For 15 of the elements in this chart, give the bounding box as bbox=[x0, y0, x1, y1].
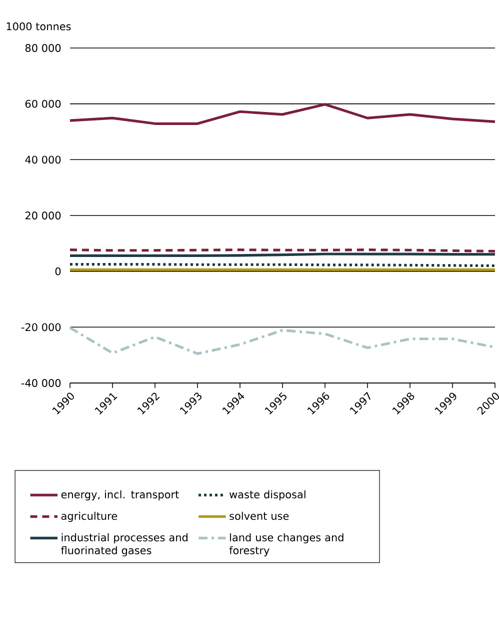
line-series bbox=[68, 103, 496, 125]
y-tick-label: -40 000 bbox=[21, 379, 61, 387]
y-tick-label: -20 000 bbox=[21, 323, 61, 332]
legend-label: waste disposal bbox=[230, 490, 306, 500]
y-tick-label: 40 000 bbox=[25, 156, 61, 164]
y-tick-label: 80 000 bbox=[25, 44, 61, 52]
legend-label: industrial processes and fluorinated gases bbox=[61, 533, 188, 556]
y-tick-label: 0 bbox=[55, 267, 61, 276]
legend-label: energy, incl. transport bbox=[61, 490, 179, 500]
y-axis-title: 1000 tonnes bbox=[6, 22, 71, 30]
legend-label: agriculture bbox=[61, 512, 118, 522]
legend-label: land use changes and forestry bbox=[229, 533, 344, 556]
legend-label: solvent use bbox=[230, 512, 289, 520]
y-tick-label: 20 000 bbox=[25, 212, 61, 220]
y-tick-label: 60 000 bbox=[25, 100, 61, 108]
